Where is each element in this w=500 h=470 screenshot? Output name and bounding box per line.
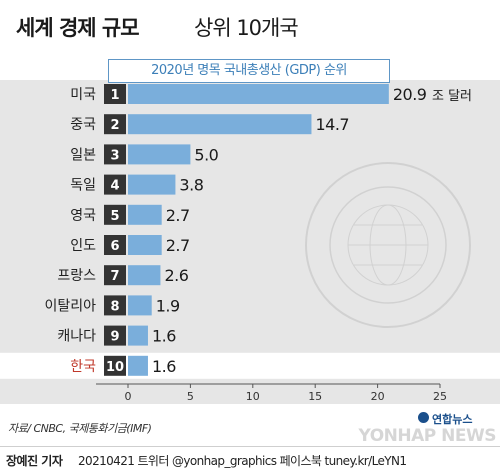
category-label: 영국	[70, 208, 96, 224]
data-label: 20.9	[393, 85, 427, 104]
category-label: 캐나다	[57, 329, 96, 345]
imf-seal-watermark-icon	[305, 162, 471, 328]
bar-7	[128, 265, 161, 286]
yonhap-logo-korean: 연합뉴스	[432, 413, 473, 426]
category-label: 중국	[70, 117, 96, 133]
category-label: 독일	[70, 178, 96, 194]
data-label: 14.7	[315, 115, 349, 134]
category-label: 일본	[70, 147, 96, 163]
data-label: 1.6	[152, 327, 176, 346]
bar-6	[128, 235, 162, 255]
chart-subtitle-box: 2020년 명목 국내총생산 (GDP) 순위	[108, 59, 390, 83]
data-label: 5.0	[194, 145, 218, 164]
rank-badge	[104, 114, 126, 135]
x-tick-label: 5	[187, 390, 194, 403]
category-label: 인도	[70, 238, 96, 254]
rank-number: 10	[106, 360, 124, 375]
data-label: 3.8	[179, 176, 203, 195]
category-label: 미국	[70, 87, 96, 103]
data-label: 1.6	[152, 357, 176, 376]
rank-badge	[104, 204, 126, 225]
rank-number: 4	[110, 179, 119, 194]
unit-label: 조 달러	[432, 89, 472, 104]
bar-2	[128, 114, 312, 135]
rank-number: 2	[110, 118, 119, 133]
x-tick-label: 25	[433, 390, 447, 403]
rank-badge	[104, 84, 126, 104]
bar-1	[128, 84, 389, 104]
x-tick-label: 15	[308, 390, 322, 403]
rank-number: 3	[110, 148, 119, 163]
category-label: 프랑스	[57, 268, 96, 284]
rank-number: 7	[110, 269, 119, 284]
byline-bar: 장예진 기자 20210421 트위터 @yonhap_graphics 페이스…	[0, 446, 500, 470]
rank-number: 5	[110, 209, 119, 224]
byline-author: 장예진 기자	[6, 454, 63, 468]
x-tick-label: 10	[246, 390, 260, 403]
source-note: 자료/ CNBC, 국제통화기금(IMF)	[8, 422, 152, 435]
rank-badge	[104, 235, 126, 255]
rank-badge	[104, 295, 126, 316]
rank-badge	[104, 174, 126, 195]
data-label: 1.9	[156, 296, 180, 315]
x-tick-label: 20	[371, 390, 385, 403]
category-label: 한국	[70, 359, 96, 375]
category-label: 이탈리아	[44, 298, 96, 314]
yonhap-logo: 연합뉴스 YONHAP NEWS	[359, 410, 498, 446]
rank-badge	[104, 355, 126, 376]
data-label: 2.7	[166, 236, 190, 255]
bar-5	[128, 204, 162, 225]
chart-subtitle: 2020년 명목 국내총생산 (GDP) 순위	[151, 63, 347, 78]
data-label: 2.6	[164, 266, 188, 285]
x-tick-label: 0	[125, 390, 132, 403]
yonhap-mark-icon	[418, 412, 429, 423]
bar-9	[128, 325, 148, 346]
bar-3	[128, 144, 191, 165]
rank-number: 8	[110, 299, 119, 314]
rank-badge	[104, 265, 126, 286]
highlight-row-background	[0, 352, 500, 379]
page-title-sub: 상위 10개국	[194, 16, 299, 40]
yonhap-logo-english: YONHAP NEWS	[358, 426, 497, 446]
rank-badge	[104, 325, 126, 346]
byline-info: 20210421 트위터 @yonhap_graphics 페이스북 tuney…	[78, 454, 407, 468]
bar-8	[128, 295, 152, 316]
rank-number: 6	[110, 239, 119, 254]
rank-number: 1	[110, 88, 119, 103]
page-title: 세계 경제 규모	[16, 16, 140, 40]
data-label: 2.7	[166, 206, 190, 225]
bar-10	[128, 355, 148, 376]
rank-badge	[104, 144, 126, 165]
rank-number: 9	[110, 330, 119, 345]
bar-4	[128, 174, 176, 195]
